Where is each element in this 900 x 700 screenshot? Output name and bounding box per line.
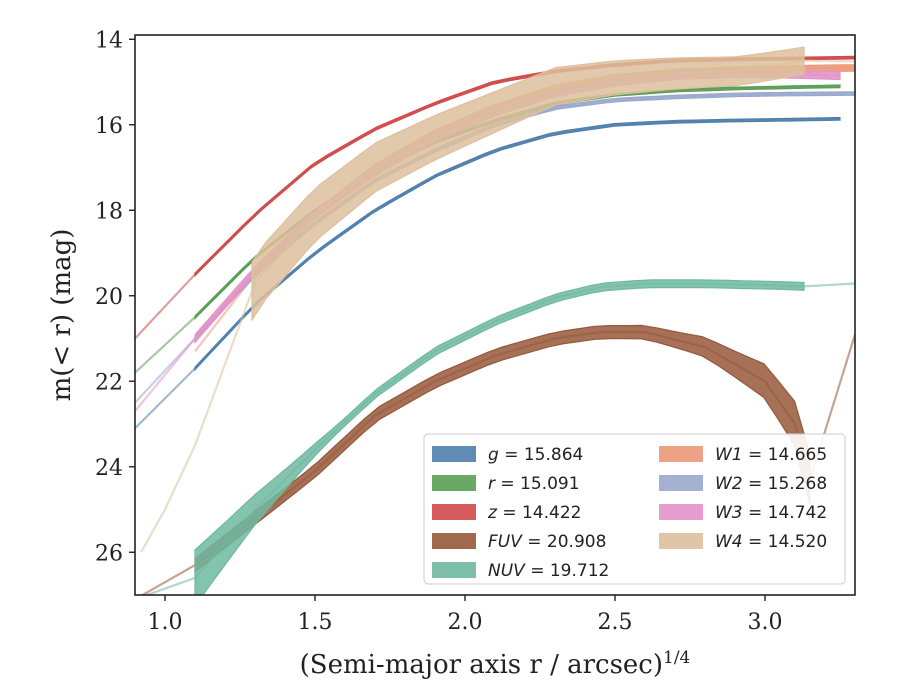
x-tick-label-1-5: 1.5 bbox=[298, 610, 333, 635]
legend-swatch-g bbox=[432, 446, 476, 462]
legend-label-z: z = 14.422 bbox=[487, 503, 581, 523]
series-nuv bbox=[143, 279, 855, 595]
legend-swatch-fuv bbox=[432, 533, 476, 549]
legend-item-z: z = 14.422 bbox=[432, 503, 581, 523]
legend-swatch-w3 bbox=[659, 504, 703, 520]
series-w4 bbox=[140, 46, 855, 553]
y-axis: 14 16 18 20 22 24 26 bbox=[95, 28, 135, 566]
legend-swatch-w4 bbox=[659, 533, 703, 549]
y-tick-label-22: 22 bbox=[95, 370, 123, 395]
legend-item-w1: W1 = 14.665 bbox=[659, 445, 827, 465]
series-g-band bbox=[194, 116, 841, 372]
legend-item-fuv: FUV = 20.908 bbox=[432, 532, 606, 552]
legend-swatch-r bbox=[432, 475, 476, 491]
y-tick-label-26: 26 bbox=[95, 541, 123, 566]
legend-item-w2: W2 = 15.268 bbox=[659, 474, 827, 494]
legend-label-w4: W4 = 14.520 bbox=[715, 532, 827, 552]
legend-item-w3: W3 = 14.742 bbox=[659, 503, 827, 523]
legend-item-g: g = 15.864 bbox=[432, 445, 583, 465]
legend-label-r: r = 15.091 bbox=[488, 474, 580, 494]
series-layer bbox=[135, 46, 855, 595]
x-axis-label-superscript: 1/4 bbox=[663, 648, 690, 668]
legend-item-nuv: NUV = 19.712 bbox=[432, 561, 609, 581]
series-nuv-band bbox=[194, 279, 805, 595]
y-tick-label-16: 16 bbox=[95, 114, 123, 139]
series-z-band bbox=[194, 55, 855, 278]
y-tick-label-14: 14 bbox=[95, 28, 123, 53]
legend-label-g: g = 15.864 bbox=[488, 445, 583, 465]
x-tick-label-1-0: 1.0 bbox=[148, 610, 183, 635]
legend-swatch-w1 bbox=[659, 446, 703, 462]
legend-item-r: r = 15.091 bbox=[432, 474, 580, 494]
legend-label-nuv: NUV = 19.712 bbox=[488, 561, 609, 581]
legend-label-w2: W2 = 15.268 bbox=[715, 474, 827, 494]
y-tick-label-18: 18 bbox=[95, 199, 123, 224]
x-tick-label-2-5: 2.5 bbox=[598, 610, 633, 635]
x-tick-label-2-0: 2.0 bbox=[448, 610, 483, 635]
legend-label-fuv: FUV = 20.908 bbox=[488, 532, 606, 552]
legend-label-w3: W3 = 14.742 bbox=[715, 503, 827, 523]
legend-label-w1: W1 = 14.665 bbox=[715, 445, 827, 465]
legend-frame bbox=[423, 433, 846, 585]
y-tick-label-24: 24 bbox=[95, 456, 123, 481]
x-axis-label-text: (Semi-major axis r / arcsec) bbox=[300, 650, 663, 680]
series-w4-band bbox=[251, 46, 805, 322]
legend: g = 15.864 r = 15.091 z = 14.422 FUV = 20.9… bbox=[423, 433, 846, 585]
legend-item-w4: W4 = 14.520 bbox=[659, 532, 827, 552]
plot-frame bbox=[134, 34, 856, 596]
legend-swatch-w2 bbox=[659, 475, 703, 491]
legend-swatch-nuv bbox=[432, 562, 476, 578]
legend-items: g = 15.864 r = 15.091 z = 14.422 FUV = 20.9… bbox=[432, 445, 827, 581]
x-tick-label-3-0: 3.0 bbox=[748, 610, 783, 635]
x-axis: 1.0 1.5 2.0 2.5 3.0 bbox=[148, 595, 783, 635]
x-axis-label: (Semi-major axis r / arcsec)1/4 bbox=[300, 648, 691, 680]
legend-swatch-z bbox=[432, 504, 476, 520]
y-axis-label: m(< r) (mag) bbox=[47, 229, 77, 402]
y-tick-label-20: 20 bbox=[95, 285, 123, 310]
